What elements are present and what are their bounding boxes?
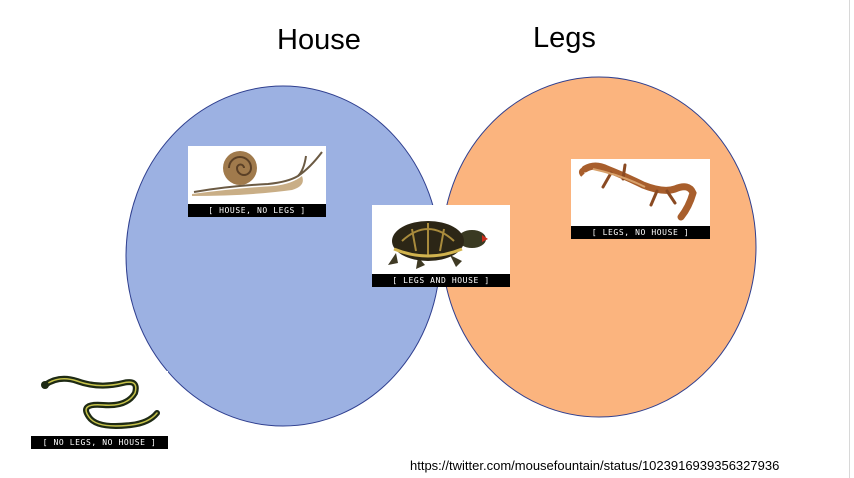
snake-card: [ NO LEGS, NO HOUSE ] — [31, 371, 168, 449]
set-label-legs: Legs — [533, 22, 596, 54]
caption-legs-and-house: [ LEGS AND HOUSE ] — [372, 274, 510, 287]
turtle-image — [388, 221, 488, 269]
caption-house-no-legs: [ HOUSE, NO LEGS ] — [188, 204, 326, 217]
lizard-image — [578, 162, 697, 221]
slide-edge — [849, 0, 850, 478]
source-url: https://twitter.com/mousefountain/status… — [410, 458, 780, 473]
turtle-card: [ LEGS AND HOUSE ] — [372, 205, 510, 287]
snake-image — [41, 375, 160, 429]
snail-card: [ HOUSE, NO LEGS ] — [188, 146, 326, 217]
caption-no-legs-no-house: [ NO LEGS, NO HOUSE ] — [31, 436, 168, 449]
lizard-card: [ LEGS, NO HOUSE ] — [571, 159, 710, 239]
snail-image — [192, 151, 323, 196]
caption-legs-no-house: [ LEGS, NO HOUSE ] — [571, 226, 710, 239]
set-label-house: House — [277, 24, 361, 56]
